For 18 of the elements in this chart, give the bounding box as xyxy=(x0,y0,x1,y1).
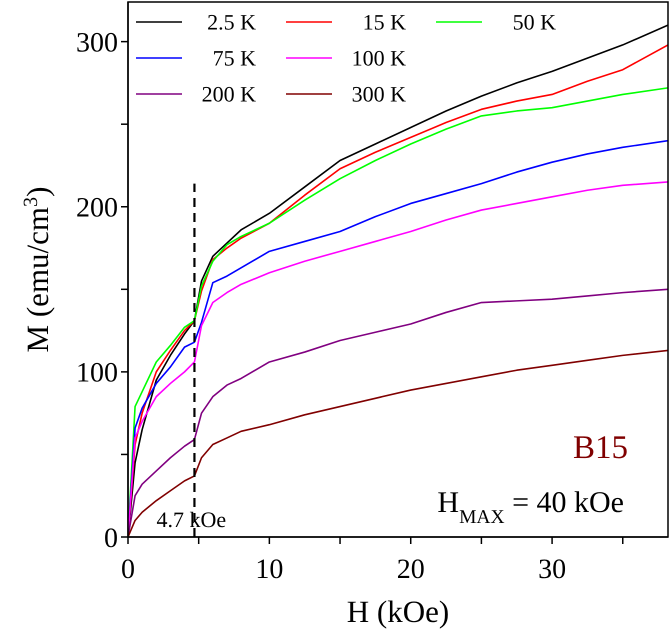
legend-label: 75 K xyxy=(212,46,256,71)
annotation: 4.7 kOe xyxy=(156,507,226,532)
legend-label: 2.5 K xyxy=(207,10,256,35)
x-tick-label: 30 xyxy=(538,554,566,585)
y-tick-label: 200 xyxy=(76,192,118,224)
x-tick-label: 20 xyxy=(396,554,425,585)
x-axis-title: H (kOe) xyxy=(346,594,450,629)
legend-label: 15 K xyxy=(362,10,406,35)
annotation: B15 xyxy=(572,430,628,466)
legend-label: 200 K xyxy=(202,82,256,107)
legend-label: 300 K xyxy=(352,82,406,107)
y-tick-label: 300 xyxy=(76,27,118,58)
x-tick-label: 10 xyxy=(255,554,284,585)
legend-label: 50 K xyxy=(512,10,556,35)
legend-label: 100 K xyxy=(352,46,406,71)
annotation: H$_{MAX}$ = 40 kOe xyxy=(437,486,624,528)
y-tick-label: 100 xyxy=(76,358,118,389)
y-tick-label: 0 xyxy=(104,522,118,554)
